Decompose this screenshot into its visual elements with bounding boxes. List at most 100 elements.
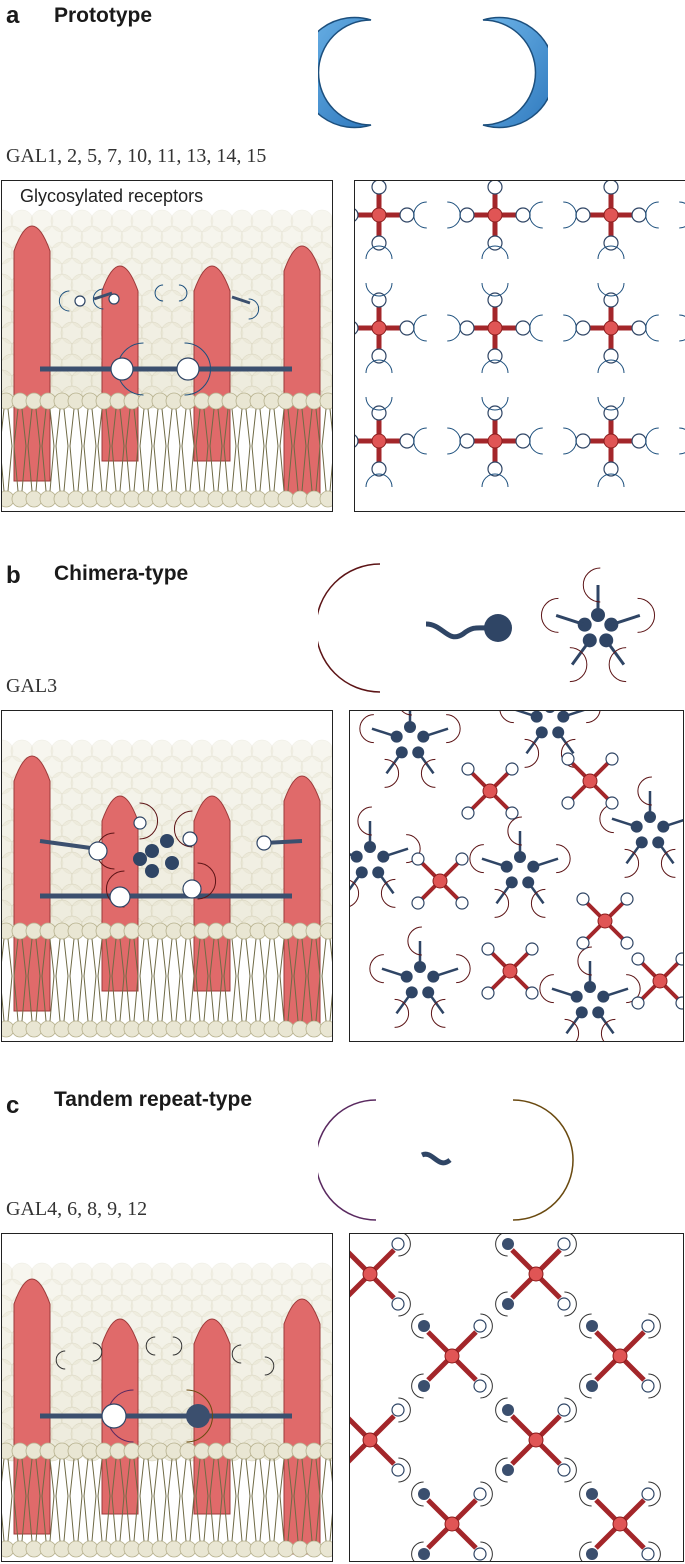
lipid-tail [69, 408, 75, 492]
glycocalyx-sphere [90, 771, 114, 795]
pentamer-node [557, 711, 570, 723]
glycocalyx-sphere [280, 225, 304, 249]
glycocalyx-sphere [200, 1278, 224, 1302]
lattice-receptor-node [597, 913, 613, 929]
lipid-head [39, 1540, 57, 1558]
lipid-head [67, 1442, 85, 1460]
lipid-tail [217, 408, 223, 492]
glycan-ball [391, 1403, 405, 1417]
glycocalyx-sphere [230, 241, 254, 265]
lipid-tail [329, 408, 332, 492]
glycocalyx-sphere [90, 1262, 114, 1286]
linker-tail [602, 987, 629, 998]
galectin-crescent [648, 1313, 661, 1339]
lipid-tail [27, 408, 33, 492]
glycan-ball [461, 806, 475, 820]
galectin-crescent [579, 1541, 592, 1561]
linker-tail [350, 871, 363, 891]
lattice-panel-chimera [349, 710, 684, 1042]
lipid-tail [7, 408, 13, 492]
lipid-tail [97, 938, 103, 1022]
glycan-ball [575, 207, 591, 223]
glycan-ball [74, 295, 86, 307]
glycan-ball [371, 292, 387, 308]
glycocalyx-sphere [2, 209, 14, 233]
glycocalyx-sphere [10, 739, 34, 763]
lipid-tail [153, 408, 159, 492]
galectin-crescent [446, 714, 461, 744]
lipid-tail [41, 408, 47, 492]
lipid-head [67, 490, 85, 508]
lattice-receptor-node [482, 783, 498, 799]
glycocalyx-sphere [170, 209, 194, 233]
glycocalyx-sphere [210, 209, 234, 233]
glycan-ball [182, 879, 202, 899]
glycan-ball-dark [586, 1320, 598, 1332]
lipid-tail [307, 938, 313, 1022]
glycan-ball-dark [418, 1548, 430, 1560]
lipid-tail [189, 938, 195, 1022]
lattice-receptor-node [652, 973, 668, 989]
lipid-tail [329, 1458, 332, 1542]
glycocalyx-sphere [130, 241, 154, 265]
lipid-tail [259, 938, 265, 1022]
lipid-tail [245, 938, 251, 1022]
lattice-receptor-node [371, 320, 387, 336]
glycan-ball-dark [418, 1488, 430, 1500]
glycan-ball [459, 207, 475, 223]
glycocalyx-sphere [80, 1278, 104, 1302]
glycocalyx-sphere [280, 1278, 304, 1302]
lipid-head [67, 1540, 85, 1558]
galectin-crescent [105, 870, 125, 908]
glycocalyx-sphere [140, 225, 164, 249]
glycocalyx-sphere [60, 1278, 84, 1302]
glycan-ball [461, 762, 475, 776]
glycan-ball [631, 952, 645, 966]
lipid-head [39, 1020, 57, 1038]
lipid-tail [315, 1458, 321, 1542]
membrane-scene [2, 1262, 332, 1558]
glycocalyx-sphere [100, 755, 124, 779]
glycan-ball [88, 841, 108, 861]
glycocalyx-sphere [90, 209, 114, 233]
glycan-ball [487, 235, 503, 251]
galectin-crescent [481, 359, 509, 374]
lipid-tail [293, 1458, 299, 1542]
lipid-tail [175, 408, 181, 492]
galectin-crescent [394, 998, 410, 1028]
galectin-crescent [495, 1457, 508, 1483]
lipid-tail [111, 938, 117, 1022]
glycan-ball [371, 348, 387, 364]
glycocalyx-sphere [50, 1262, 74, 1286]
glycan-ball [505, 806, 519, 820]
glycan-ball [631, 207, 647, 223]
lipid-head [25, 922, 43, 940]
galectin-crescent [95, 832, 115, 870]
linker-tail [562, 711, 585, 718]
glycocalyx-sphere [30, 209, 54, 233]
glycocalyx-sphere [210, 771, 234, 795]
galectin-crescent [154, 284, 164, 302]
glycocalyx-sphere [310, 1262, 332, 1286]
glycocalyx-sphere [250, 771, 274, 795]
lipid-head [109, 392, 127, 410]
galectin-crescent [407, 926, 422, 956]
lipid-head [319, 490, 332, 508]
glycan-ball [411, 896, 425, 910]
glycan-ball [473, 1547, 487, 1561]
lipid-tail [161, 408, 167, 492]
glycocalyx-sphere [330, 247, 332, 259]
panel-letter-a: a [6, 2, 20, 29]
galectin-crescent [480, 1373, 493, 1399]
glycocalyx-sphere [170, 1294, 194, 1318]
lipid-tail [97, 1458, 103, 1542]
lipid-head [81, 1020, 99, 1038]
lipid-tail [237, 408, 243, 492]
pentamer-node [530, 711, 543, 723]
galectin-crescent [398, 1234, 411, 1257]
glycocalyx-sphere [330, 745, 332, 757]
lipid-tail [7, 1458, 13, 1542]
lipid-tail [301, 938, 307, 1022]
lattice-receptor-node [371, 433, 387, 449]
galectin-crescent [248, 298, 260, 320]
